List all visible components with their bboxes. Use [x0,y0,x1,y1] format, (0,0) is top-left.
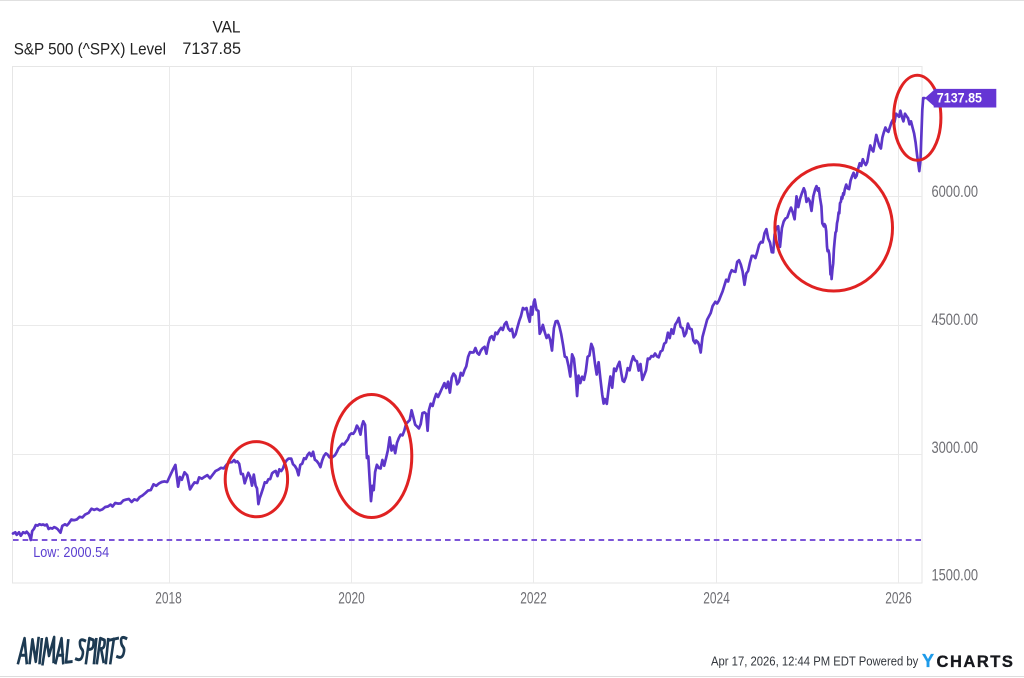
svg-text:1500.00: 1500.00 [932,567,979,585]
svg-text:2018: 2018 [155,590,182,608]
svg-text:Y: Y [922,651,934,671]
svg-text:S&P 500 (^SPX) Level: S&P 500 (^SPX) Level [14,41,166,59]
svg-text:Low: 2000.54: Low: 2000.54 [33,545,109,561]
svg-text:2024: 2024 [703,590,730,608]
svg-text:7137.85: 7137.85 [937,90,982,106]
svg-text:3000.00: 3000.00 [932,439,979,457]
svg-text:2020: 2020 [338,590,365,608]
svg-text:Apr 17, 2026, 12:44 PM EDT Pow: Apr 17, 2026, 12:44 PM EDT Powered by [711,654,919,669]
svg-text:CHARTS: CHARTS [937,653,1015,671]
svg-text:7137.85: 7137.85 [182,40,241,58]
svg-text:2022: 2022 [520,590,547,608]
svg-text:4500.00: 4500.00 [932,311,979,329]
svg-text:VAL: VAL [213,19,241,37]
svg-text:2026: 2026 [885,590,912,608]
svg-text:6000.00: 6000.00 [932,183,979,201]
